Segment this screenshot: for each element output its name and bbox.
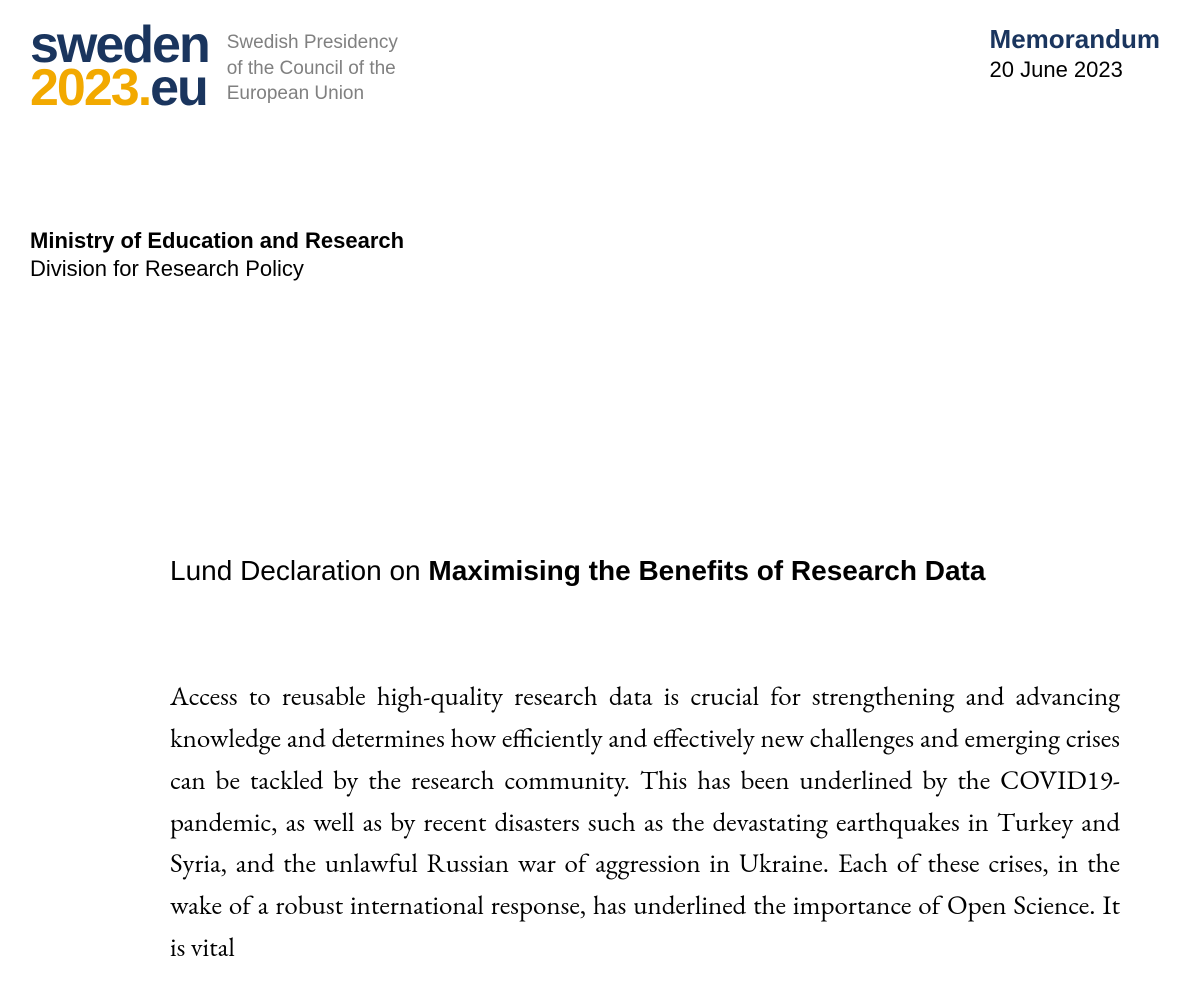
logo-year: 2023 — [30, 59, 138, 117]
logo-block: sweden 2023.eu Swedish Presidency of the… — [30, 24, 398, 109]
logo-line2: 2023.eu — [30, 59, 207, 117]
title-prefix: Lund Declaration on — [170, 555, 428, 586]
document-page: sweden 2023.eu Swedish Presidency of the… — [0, 0, 1200, 984]
presidency-logo: sweden 2023.eu — [30, 24, 209, 109]
ministry-name: Ministry of Education and Research — [30, 228, 404, 254]
tagline-line-3: European Union — [227, 81, 398, 107]
ministry-block: Ministry of Education and Research Divis… — [30, 228, 404, 282]
title-bold: Maximising the Benefits of Research Data — [428, 555, 985, 586]
tagline-line-2: of the Council of the — [227, 56, 398, 82]
tagline-line-1: Swedish Presidency — [227, 30, 398, 56]
header: sweden 2023.eu Swedish Presidency of the… — [30, 24, 1160, 109]
logo-eu: eu — [150, 59, 207, 117]
ministry-division: Division for Research Policy — [30, 256, 404, 282]
logo-dot-icon: . — [138, 59, 150, 117]
document-title: Lund Declaration on Maximising the Benef… — [170, 552, 1120, 590]
logo-tagline: Swedish Presidency of the Council of the… — [227, 24, 398, 107]
body-paragraph: Access to reusable high-quality research… — [170, 676, 1120, 969]
memo-date: 20 June 2023 — [990, 57, 1160, 83]
memo-title: Memorandum — [990, 24, 1160, 55]
memo-block: Memorandum 20 June 2023 — [990, 24, 1160, 83]
